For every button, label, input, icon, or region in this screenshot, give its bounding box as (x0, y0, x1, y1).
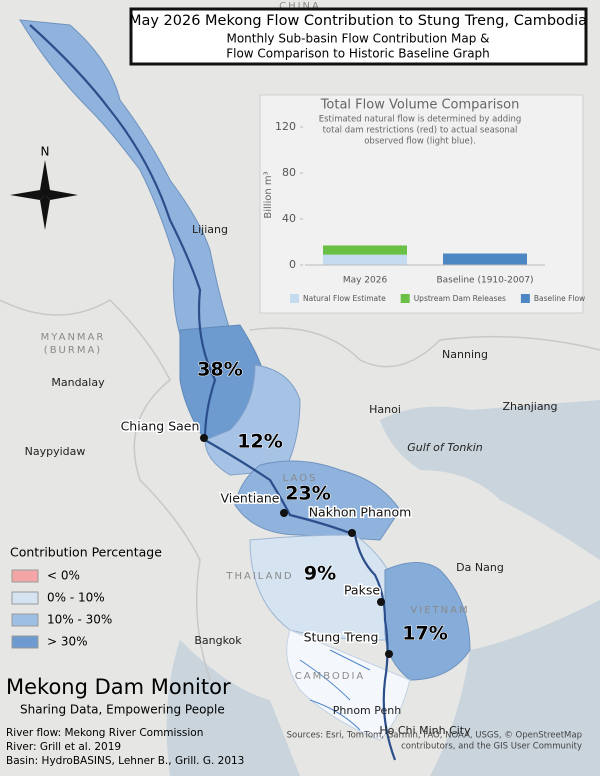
credit: River: Grill et al. 2019 (6, 741, 121, 753)
place-label: Naypyidaw (25, 445, 86, 458)
legend: < 0% 0% - 10% 10% - 30% > 30% (11, 569, 112, 649)
credit: Basin: HydroBASINS, Lehner B., Grill. G.… (6, 755, 244, 767)
place-label: Phnom Penh (333, 704, 401, 717)
legend-swatch (290, 294, 299, 303)
sources: contributors, and the GIS User Community (401, 742, 582, 752)
map-subtitle: Monthly Sub-basin Flow Contribution Map … (226, 32, 489, 46)
chart-subtitle: observed flow (light blue). (364, 137, 476, 147)
subbasin-12 (204, 364, 301, 476)
place-label: Zhanjiang (502, 400, 557, 413)
gulf-of-thailand (166, 640, 300, 776)
bar (323, 245, 407, 255)
y-tick-label: 80 (282, 166, 296, 179)
x-tick-label: May 2026 (343, 276, 388, 286)
legend-swatch (400, 294, 410, 303)
sources: Sources: Esri, TomTom, Garmin, FAO, NOAA… (287, 731, 582, 741)
subbasin-percentage: 23% (285, 483, 330, 505)
chart-subtitle: Estimated natural flow is determined by … (319, 115, 522, 125)
place-label: Hanoi (369, 403, 401, 416)
country-label: CHINA (279, 1, 321, 12)
place-label: Ho Chi Minh City (379, 724, 471, 737)
country-label: (BURMA) (44, 345, 102, 356)
water-label: Gulf of Tonkin (407, 441, 483, 454)
map-subtitle: Flow Comparison to Historic Baseline Gra… (226, 47, 490, 61)
subbasin-23 (234, 460, 401, 541)
title-box (129, 7, 588, 66)
tributaries (299, 649, 371, 731)
legend-label: Natural Flow Estimate (303, 294, 386, 303)
y-tick-label: 0 (289, 258, 296, 271)
south-china-sea (430, 600, 600, 776)
subbasin-percentage: 9% (304, 563, 336, 585)
y-axis-label: Billion m³ (263, 171, 274, 218)
country-label: THAILAND (225, 571, 293, 582)
legend-swatch (11, 613, 39, 627)
place-label: Bangkok (194, 634, 242, 647)
station-label: Stung Treng (304, 630, 379, 645)
y-tick-label: 120 (275, 120, 296, 133)
station-label: Nakhon Phanom (309, 505, 412, 520)
gulf-of-tonkin (380, 400, 600, 560)
place-label: Lijiang (192, 223, 228, 236)
subbasin-17 (384, 562, 471, 681)
legend-swatch (11, 635, 39, 649)
x-tick-label: Baseline (1910-2007) (436, 276, 533, 286)
legend-swatch (11, 569, 39, 583)
inset-panel (259, 94, 584, 314)
legend-label: Upstream Dam Releases (414, 294, 506, 303)
brand-tagline: Sharing Data, Empowering People (20, 703, 225, 717)
chart: 0 40 80 120 May 2026 Baseline (1910-2007) Natu… (275, 120, 585, 303)
brand-name: Mekong Dam Monitor (6, 675, 231, 699)
legend-label: < 0% (47, 569, 80, 583)
lower-basin (286, 629, 411, 741)
legend-label: 10% - 30% (47, 613, 112, 627)
mekong-river (29, 24, 397, 761)
compass: N (10, 145, 78, 230)
border (249, 327, 600, 368)
subbasin-percentage: 17% (402, 623, 447, 645)
y-tick-label: 40 (282, 212, 296, 225)
compass-north: N (41, 145, 50, 159)
legend-title: Contribution Percentage (10, 545, 162, 560)
legend-swatch (520, 294, 530, 303)
legend-swatch (11, 591, 39, 605)
subbasin-percentage: 38% (197, 359, 242, 381)
station-label: Vientiane (220, 491, 279, 506)
place-label: Nanning (442, 348, 488, 361)
place-label: Mandalay (51, 376, 105, 389)
chart-title: Total Flow Volume Comparison (320, 98, 520, 113)
legend-label: > 30% (47, 635, 88, 649)
station-label: Chiang Saen (121, 419, 200, 434)
chart-subtitle: total dam restrictions (red) to actual s… (323, 126, 518, 136)
map-title: May 2026 Mekong Flow Contribution to Stu… (129, 13, 587, 29)
legend-label: 0% - 10% (47, 591, 105, 605)
country-label: CAMBODIA (295, 671, 366, 682)
credit: River flow: Mekong River Commission (6, 727, 203, 739)
border (0, 299, 211, 681)
station-label: Pakse (344, 583, 380, 598)
bar (443, 253, 527, 265)
country-label: MYANMAR (41, 332, 106, 343)
subbasin-percentage: 12% (237, 431, 282, 453)
country-label: VIETNAM (410, 605, 469, 616)
bar (323, 254, 407, 265)
place-label: Da Nang (456, 561, 504, 574)
legend-label: Baseline Flow (534, 294, 585, 303)
station-markers (200, 434, 393, 658)
country-label: LAOS (283, 473, 318, 484)
